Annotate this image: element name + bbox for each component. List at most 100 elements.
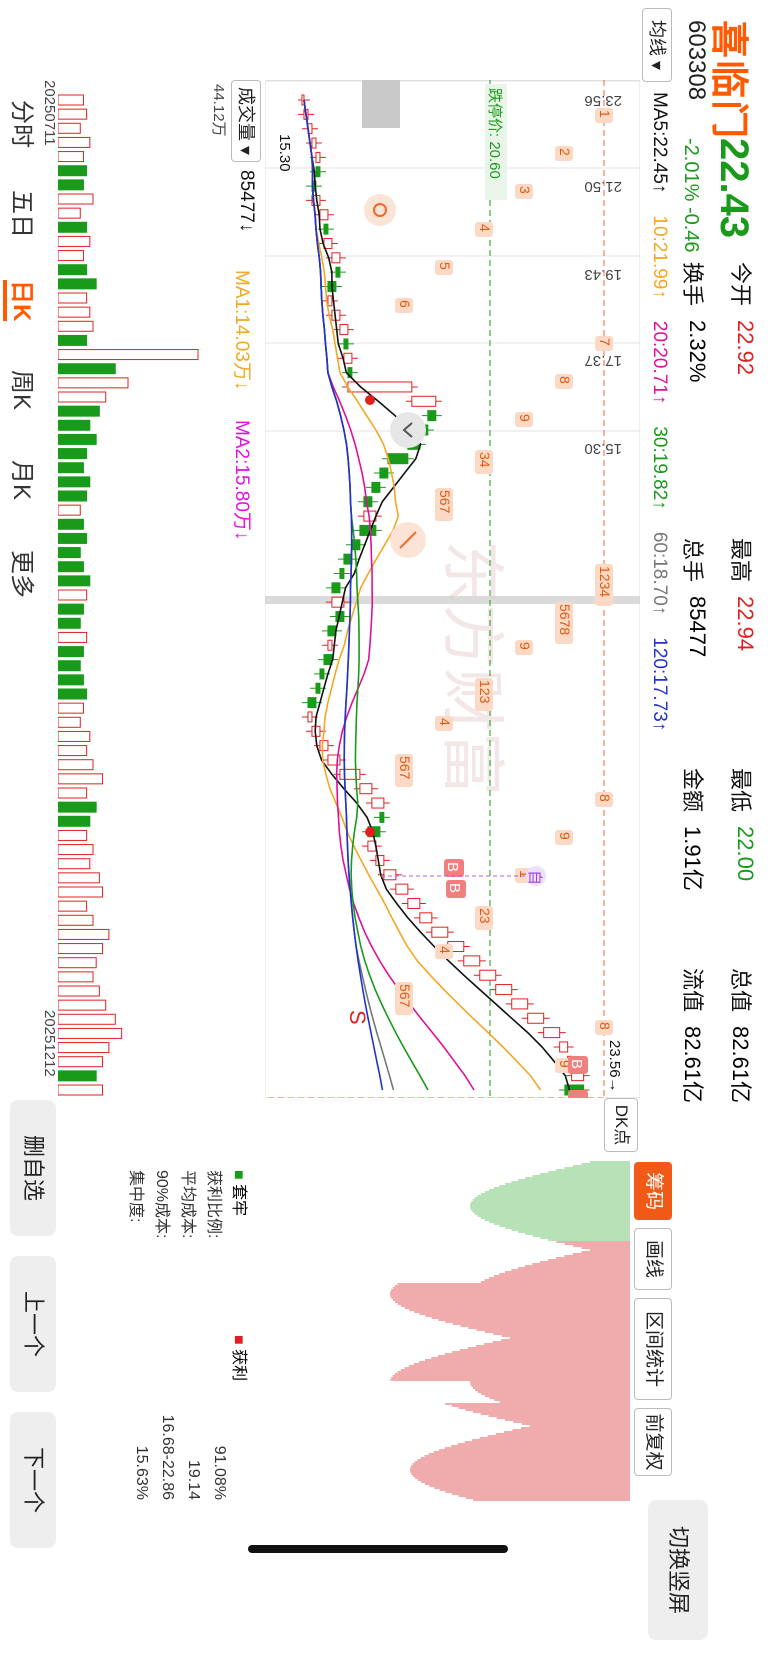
price-highlight-box — [362, 80, 400, 128]
td-label-bg — [435, 260, 453, 275]
td-label-bg — [555, 602, 573, 644]
td-label: 5 — [437, 262, 453, 270]
td-label-bg — [595, 108, 613, 123]
volume-bar — [58, 221, 88, 233]
ma-selector[interactable]: 均线 ▾ — [642, 8, 672, 82]
volume-bar — [58, 179, 84, 191]
chip-stat-row: 平均成本: 19.14 — [176, 1170, 202, 1500]
quote-label: 总值 — [728, 968, 753, 1013]
candle-body — [463, 955, 481, 967]
volume-header: 成交量 ▾ 85477↓ MA1:14.03万↓ MA2:15.80万↓ — [231, 80, 263, 1098]
chart-tool-icons — [364, 194, 426, 558]
y-axis-labels: 23.56 21.50 19.43 17.37 15.30 — [584, 92, 622, 457]
volume-bar — [58, 292, 88, 304]
volume-selector-label: 成交量 — [236, 86, 256, 141]
dk-point-button[interactable]: DK点 — [604, 1098, 638, 1152]
ma-value-4: 60:18.70↑ — [649, 531, 670, 616]
candle-body — [339, 768, 361, 780]
chip-stat-label: 集中度: — [127, 1170, 144, 1223]
td-label: 567 — [397, 984, 413, 1008]
target-icon[interactable] — [364, 194, 396, 226]
td-label-bg — [555, 374, 573, 389]
td-label-bg — [515, 184, 533, 199]
ma-bar: 均线 ▾ MA5:22.45↑ 10:21.99↑ 20:20.71↑ 30:19.8… — [642, 8, 672, 731]
previous-button[interactable]: 上一个 — [10, 1256, 56, 1392]
candle-body — [431, 926, 449, 938]
switch-portrait-button[interactable]: 切换竖屏 — [648, 1500, 708, 1640]
ma-lines — [303, 99, 571, 1091]
td-label-bg — [395, 982, 413, 1015]
period-tab-4[interactable]: 月K — [8, 460, 35, 501]
profit-legend-icon: ■ — [230, 1335, 247, 1345]
signal-markers: S B B B 自 — [345, 395, 588, 1098]
candle-body — [419, 912, 433, 924]
td-label-bg — [475, 450, 493, 474]
candle-body — [427, 410, 437, 422]
volume-bar — [58, 928, 110, 940]
volume-ma2: MA2:15.80万↓ — [231, 420, 252, 541]
volume-bar — [58, 1084, 104, 1096]
period-tab-2[interactable]: 日K — [3, 280, 42, 322]
td-label: 1 — [597, 110, 613, 118]
candle-body — [331, 596, 345, 608]
chip-tab-2[interactable]: 区间统计 — [634, 1298, 672, 1400]
buy-signal-box — [444, 859, 464, 877]
ma-selector-label: 均线 — [647, 19, 667, 56]
volume-bar — [58, 108, 88, 120]
chip-tab-0[interactable]: 筹码 — [634, 1162, 672, 1220]
chip-stats: 获利比例: 91.08% 平均成本: 19.14 90%成本: 16.68-22.86 集中… — [124, 1170, 228, 1500]
candle-body — [559, 1041, 569, 1053]
chip-tab-1[interactable]: 画线 — [634, 1228, 672, 1290]
candle-body — [527, 1012, 545, 1024]
chip-stat-row: 获利比例: 91.08% — [202, 1170, 228, 1500]
td-label: 4 — [477, 224, 493, 232]
volume-bar — [58, 900, 88, 912]
volume-bar — [58, 122, 81, 134]
collapse-icon[interactable] — [390, 412, 426, 448]
td-label: 23 — [477, 908, 493, 924]
volume-bar — [58, 448, 88, 460]
volume-bar — [58, 773, 104, 785]
candle-body — [339, 324, 349, 336]
volume-bar — [58, 759, 94, 771]
volume-bar — [58, 858, 91, 870]
td-label: 1234 — [597, 566, 613, 597]
chip-stat-row: 90%成本: 16.68-22.86 — [150, 1170, 176, 1500]
volume-chart[interactable] — [58, 80, 208, 1098]
period-tab-0[interactable]: 分时 — [8, 100, 35, 148]
volume-bar — [58, 490, 88, 502]
volume-bar — [58, 589, 88, 601]
ma-value-0: MA5:22.45↑ — [649, 92, 670, 194]
td-label: 3 — [517, 186, 533, 194]
volume-selector[interactable]: 成交量 ▾ — [231, 80, 261, 162]
buy-signal: B — [446, 883, 463, 893]
volume-bar — [58, 730, 91, 742]
period-tab-3[interactable]: 周K — [8, 370, 35, 411]
candle-body — [319, 740, 329, 752]
volume-bar — [58, 165, 88, 177]
volume-bar — [58, 1056, 104, 1068]
delete-favorite-button[interactable]: 删自选 — [10, 1100, 56, 1236]
volume-bar — [58, 872, 100, 884]
kline-chart[interactable]: 东方财富 23.56 21.50 19.43 17.37 15.30 跌停价: 20.6… — [265, 80, 640, 1098]
volume-bar — [58, 250, 84, 262]
volume-bar — [58, 943, 104, 955]
quote-label: 总手 — [680, 538, 705, 583]
td-label: 4 — [437, 718, 453, 726]
td-label-bg — [435, 488, 453, 521]
period-tab-1[interactable]: 五日 — [8, 190, 35, 238]
volume-bar — [58, 829, 88, 841]
chip-tab-3[interactable]: 前复权 — [634, 1408, 672, 1476]
volume-bar — [58, 660, 81, 672]
volume-bar — [58, 815, 91, 827]
chip-stat-value: 91.08% — [211, 1445, 228, 1500]
compress-icon — [399, 531, 417, 549]
next-button[interactable]: 下一个 — [10, 1412, 56, 1548]
td-label: 567 — [437, 490, 453, 514]
chip-distribution-chart — [390, 1161, 630, 1501]
period-tab-5[interactable]: 更多 — [8, 550, 35, 598]
td-label-bg — [395, 298, 413, 313]
volume-bar — [58, 419, 91, 431]
chip-stat-label: 获利比例: — [205, 1170, 222, 1239]
